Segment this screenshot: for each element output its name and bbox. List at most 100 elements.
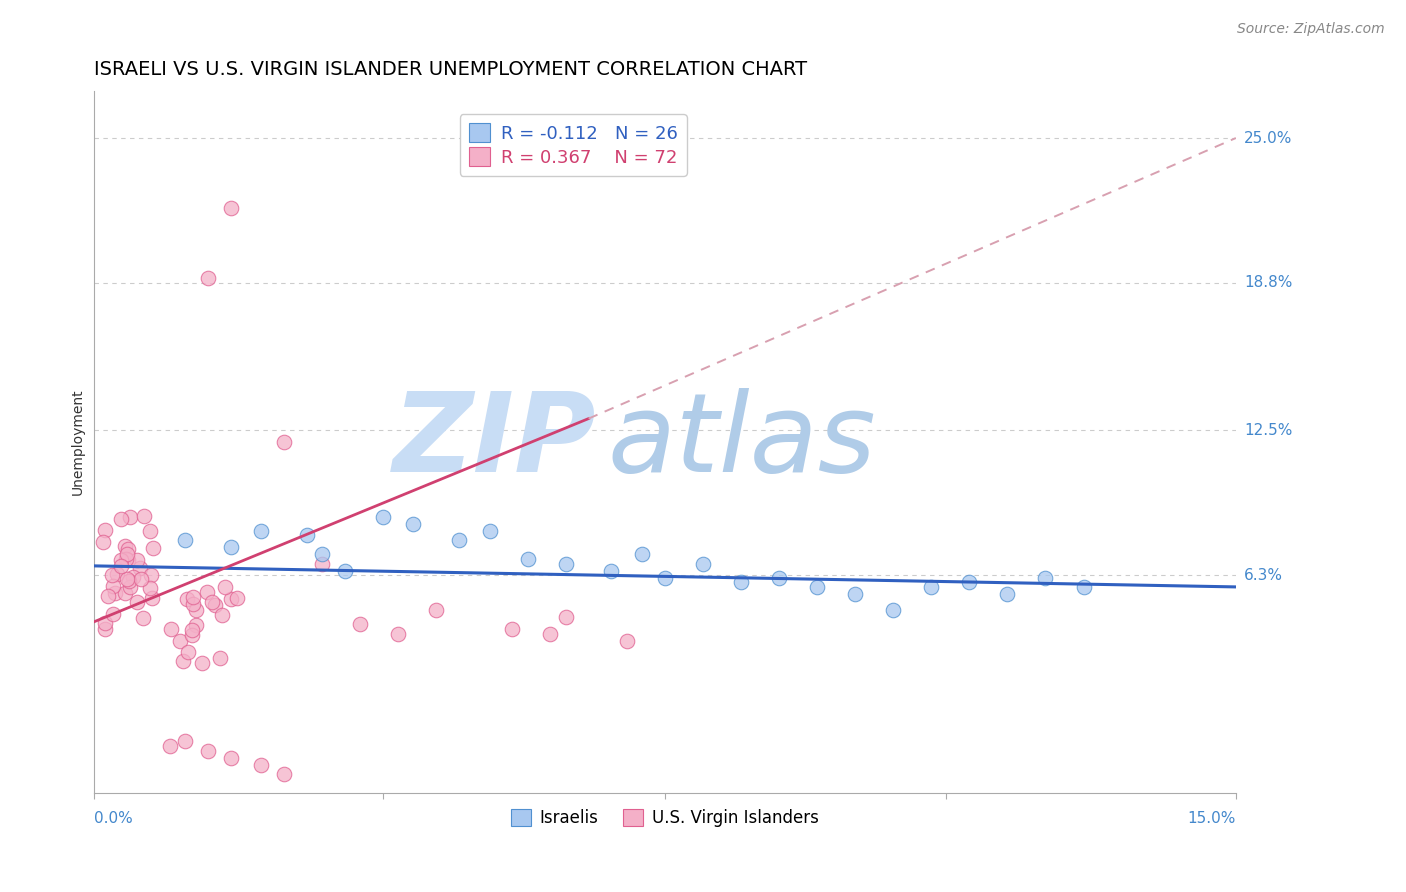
Point bbox=[120, 580, 142, 594]
Point bbox=[806, 580, 828, 594]
Point bbox=[174, 734, 197, 748]
Point bbox=[957, 575, 980, 590]
Point bbox=[117, 572, 139, 586]
Point bbox=[184, 618, 207, 632]
Point bbox=[183, 590, 205, 604]
Point bbox=[138, 581, 160, 595]
Point bbox=[115, 552, 138, 566]
Point bbox=[882, 603, 904, 617]
Point bbox=[219, 540, 242, 554]
Point bbox=[768, 570, 790, 584]
Point bbox=[616, 633, 638, 648]
Point bbox=[226, 591, 249, 605]
Point bbox=[197, 743, 219, 757]
Point bbox=[142, 541, 165, 555]
Point bbox=[114, 586, 136, 600]
Point bbox=[554, 557, 576, 571]
Point bbox=[115, 547, 138, 561]
Point bbox=[501, 622, 523, 636]
Point bbox=[204, 599, 226, 613]
Point bbox=[730, 575, 752, 590]
Point bbox=[181, 628, 204, 642]
Point bbox=[478, 524, 501, 538]
Point bbox=[118, 574, 141, 589]
Point bbox=[311, 557, 333, 571]
Point bbox=[159, 739, 181, 753]
Point bbox=[600, 564, 623, 578]
Point bbox=[295, 528, 318, 542]
Point bbox=[141, 591, 163, 605]
Point bbox=[132, 509, 155, 524]
Y-axis label: Unemployment: Unemployment bbox=[72, 389, 86, 495]
Point bbox=[250, 524, 273, 538]
Point bbox=[110, 511, 132, 525]
Text: 6.3%: 6.3% bbox=[1244, 567, 1284, 582]
Point bbox=[191, 657, 214, 671]
Point bbox=[128, 560, 150, 574]
Point bbox=[177, 645, 200, 659]
Point bbox=[101, 568, 124, 582]
Point bbox=[250, 757, 273, 772]
Point bbox=[91, 535, 114, 549]
Point bbox=[94, 622, 117, 636]
Point bbox=[172, 654, 194, 668]
Point bbox=[110, 553, 132, 567]
Point bbox=[333, 564, 356, 578]
Point bbox=[129, 573, 152, 587]
Point bbox=[219, 750, 242, 764]
Point bbox=[425, 603, 447, 617]
Point bbox=[117, 542, 139, 557]
Point bbox=[103, 578, 125, 592]
Text: ISRAELI VS U.S. VIRGIN ISLANDER UNEMPLOYMENT CORRELATION CHART: ISRAELI VS U.S. VIRGIN ISLANDER UNEMPLOY… bbox=[94, 60, 807, 78]
Point bbox=[219, 591, 242, 606]
Point bbox=[1035, 570, 1057, 584]
Point bbox=[139, 567, 162, 582]
Point bbox=[540, 626, 562, 640]
Text: 25.0%: 25.0% bbox=[1244, 130, 1292, 145]
Text: 12.5%: 12.5% bbox=[1244, 423, 1292, 438]
Point bbox=[125, 553, 148, 567]
Point bbox=[219, 201, 242, 215]
Point bbox=[631, 547, 654, 561]
Point bbox=[387, 626, 409, 640]
Point bbox=[117, 552, 139, 566]
Point bbox=[94, 615, 117, 630]
Point bbox=[371, 509, 394, 524]
Point bbox=[127, 594, 149, 608]
Point bbox=[554, 610, 576, 624]
Point bbox=[692, 557, 714, 571]
Point bbox=[105, 566, 128, 581]
Point bbox=[97, 589, 120, 603]
Text: atlas: atlas bbox=[607, 388, 876, 495]
Point bbox=[273, 434, 295, 449]
Point bbox=[201, 595, 224, 609]
Point bbox=[516, 552, 538, 566]
Point bbox=[402, 516, 425, 531]
Text: 0.0%: 0.0% bbox=[94, 812, 132, 826]
Point bbox=[273, 767, 295, 781]
Point bbox=[186, 603, 208, 617]
Point bbox=[654, 570, 676, 584]
Point bbox=[997, 587, 1019, 601]
Point bbox=[844, 587, 866, 601]
Point bbox=[197, 271, 219, 285]
Point bbox=[110, 559, 132, 574]
Point bbox=[118, 510, 141, 524]
Point bbox=[214, 580, 236, 594]
Point bbox=[93, 523, 115, 537]
Text: ZIP: ZIP bbox=[392, 388, 596, 495]
Point bbox=[104, 586, 127, 600]
Point bbox=[449, 533, 471, 548]
Legend: Israelis, U.S. Virgin Islanders: Israelis, U.S. Virgin Islanders bbox=[505, 802, 825, 833]
Point bbox=[138, 524, 160, 538]
Point bbox=[181, 598, 204, 612]
Point bbox=[181, 623, 204, 637]
Point bbox=[349, 617, 371, 632]
Text: 15.0%: 15.0% bbox=[1188, 812, 1236, 826]
Point bbox=[920, 580, 942, 594]
Point bbox=[160, 622, 183, 636]
Point bbox=[1073, 580, 1095, 594]
Point bbox=[114, 539, 136, 553]
Point bbox=[311, 547, 333, 561]
Point bbox=[176, 591, 198, 606]
